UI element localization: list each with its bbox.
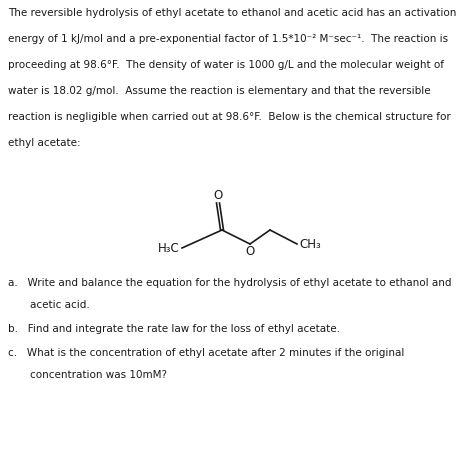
Text: c.   What is the concentration of ethyl acetate after 2 minutes if the original: c. What is the concentration of ethyl ac… [8,349,404,359]
Text: O: O [246,245,255,258]
Text: proceeding at 98.6°F.  The density of water is 1000 g/L and the molecular weight: proceeding at 98.6°F. The density of wat… [8,60,444,70]
Text: O: O [213,189,223,202]
Text: energy of 1 kJ/mol and a pre-exponential factor of 1.5*10⁻² M⁻sec⁻¹.  The reacti: energy of 1 kJ/mol and a pre-exponential… [8,34,448,44]
Text: concentration was 10mM?: concentration was 10mM? [30,371,167,381]
Text: water is 18.02 g/mol.  Assume the reaction is elementary and that the reversible: water is 18.02 g/mol. Assume the reactio… [8,86,430,96]
Text: CH₃: CH₃ [299,238,321,251]
Text: b.   Find and integrate the rate law for the loss of ethyl acetate.: b. Find and integrate the rate law for t… [8,324,340,334]
Text: ethyl acetate:: ethyl acetate: [8,138,81,148]
Text: H₃C: H₃C [158,241,180,255]
Text: The reversible hydrolysis of ethyl acetate to ethanol and acetic acid has an act: The reversible hydrolysis of ethyl aceta… [8,8,456,18]
Text: a.   Write and balance the equation for the hydrolysis of ethyl acetate to ethan: a. Write and balance the equation for th… [8,278,452,288]
Text: acetic acid.: acetic acid. [30,300,90,310]
Text: reaction is negligible when carried out at 98.6°F.  Below is the chemical struct: reaction is negligible when carried out … [8,112,451,122]
